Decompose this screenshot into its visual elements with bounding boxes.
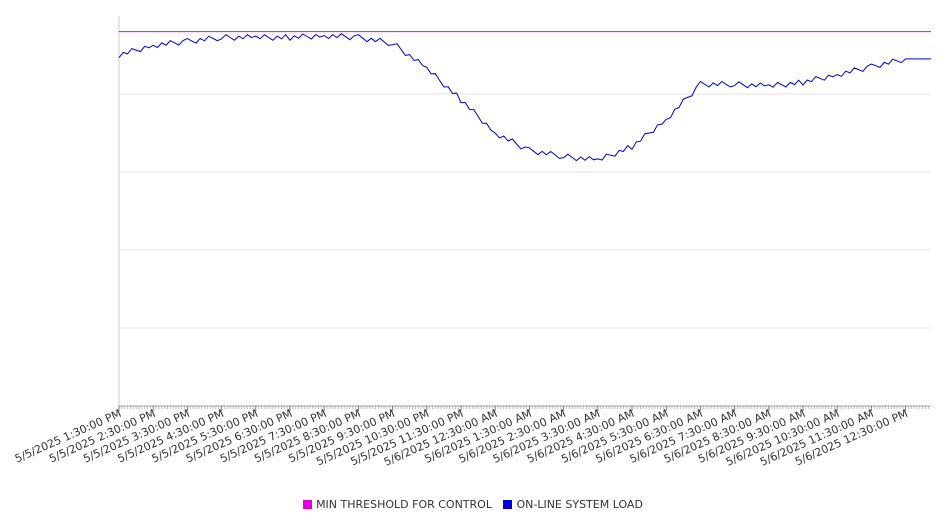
legend-label-online-system-load: ON-LINE SYSTEM LOAD [516, 498, 643, 511]
series-line-online-system-load [118, 33, 931, 162]
legend: MIN THRESHOLD FOR CONTROL ON-LINE SYSTEM… [0, 498, 946, 511]
legend-swatch-min-threshold [303, 500, 313, 509]
axes [118, 16, 931, 411]
x-axis-tick-labels: 5/5/2025 1:30:00 PM5/5/2025 2:30:00 PM5/… [13, 407, 910, 469]
gridlines [119, 93, 931, 329]
series-lines [118, 31, 931, 162]
legend-item-min-threshold[interactable]: MIN THRESHOLD FOR CONTROL [303, 498, 492, 511]
legend-swatch-online-system-load [503, 500, 513, 509]
legend-item-online-system-load[interactable]: ON-LINE SYSTEM LOAD [503, 498, 643, 511]
legend-label-min-threshold: MIN THRESHOLD FOR CONTROL [316, 498, 492, 511]
